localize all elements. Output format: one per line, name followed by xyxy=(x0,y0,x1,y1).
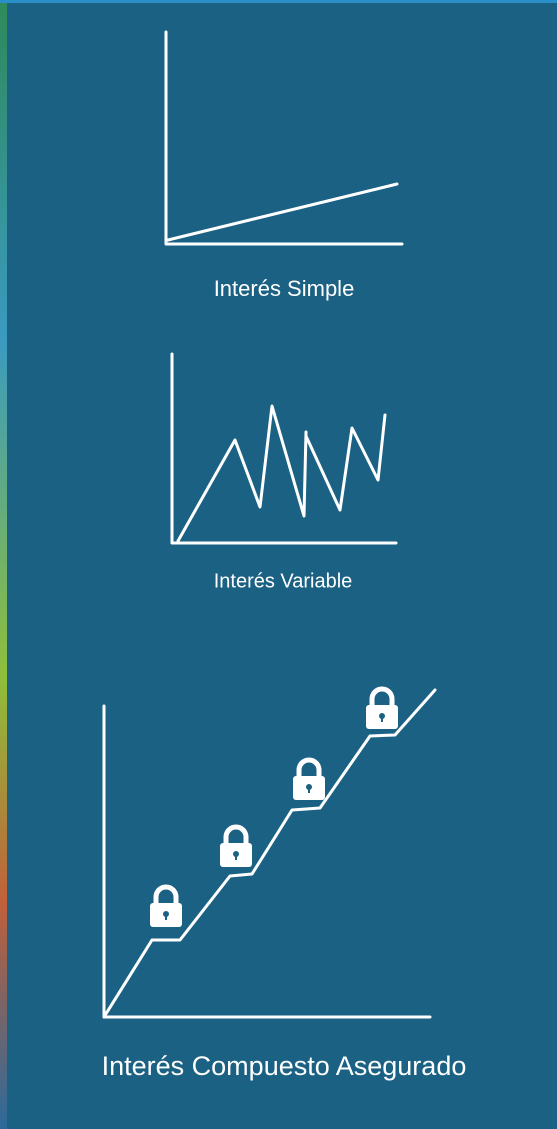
axes xyxy=(170,352,398,545)
zigzag-line xyxy=(176,404,308,543)
label: Interés Simple xyxy=(214,276,355,301)
compound-chart: Interés Compuesto Asegurado xyxy=(102,688,467,1081)
zigzag-line xyxy=(304,413,387,512)
top-border xyxy=(0,0,557,3)
simple-chart: Interés Simple xyxy=(164,30,404,301)
trend-line xyxy=(166,182,399,242)
staircase-line xyxy=(102,688,437,1019)
variable-chart: Interés Variable xyxy=(170,352,398,592)
axes xyxy=(164,30,404,246)
edge-strip xyxy=(0,0,7,1129)
label: Interés Variable xyxy=(214,570,353,592)
label: Interés Compuesto Asegurado xyxy=(102,1051,467,1081)
